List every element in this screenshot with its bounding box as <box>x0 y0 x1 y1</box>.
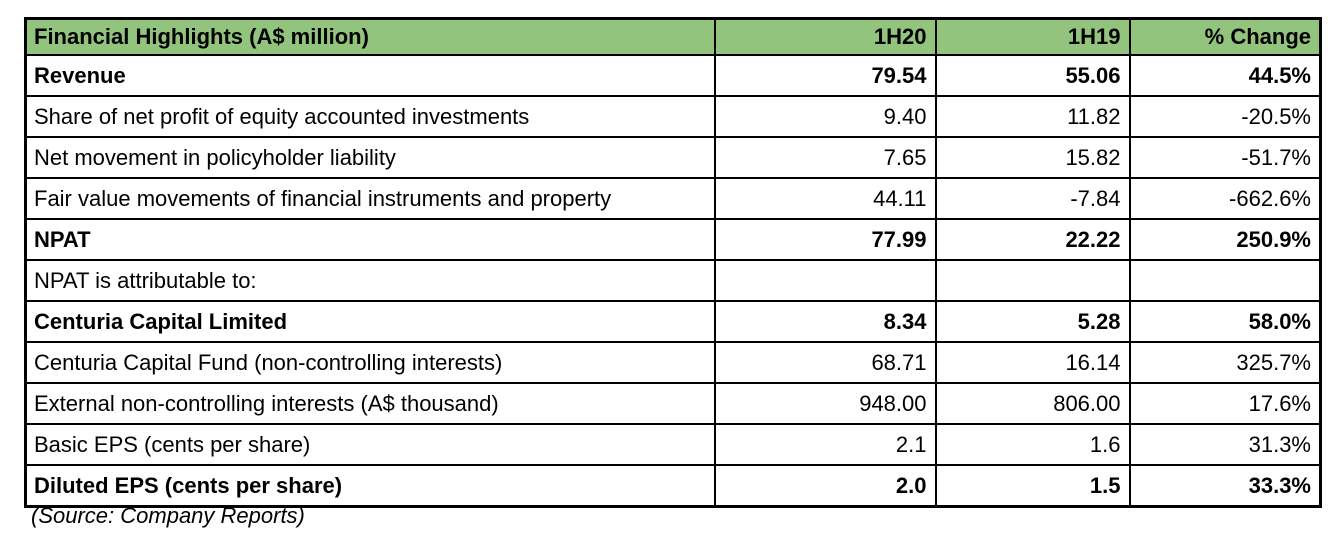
value-1h19: 11.82 <box>934 95 1131 138</box>
row-label: External non-controlling interests (A$ t… <box>24 382 716 425</box>
table-row-fair-value-movements: Fair value movements of financial instru… <box>24 177 1322 220</box>
data-table: Financial Highlights (A$ million) 1H20 1… <box>24 17 1322 508</box>
value-1h20: 44.11 <box>713 177 937 220</box>
value-1h19: 5.28 <box>934 300 1131 343</box>
value-1h20: 2.1 <box>713 423 937 466</box>
value-pct-change: 250.9% <box>1128 218 1322 261</box>
value-pct-change: 31.3% <box>1128 423 1322 466</box>
value-1h20: 948.00 <box>713 382 937 425</box>
row-label: Centuria Capital Limited <box>24 300 716 343</box>
table-row-net-movement-policyholder: Net movement in policyholder liability 7… <box>24 136 1322 179</box>
value-pct-change: 33.3% <box>1128 464 1322 508</box>
value-pct-change: -51.7% <box>1128 136 1322 179</box>
row-label: Centuria Capital Fund (non-controlling i… <box>24 341 716 384</box>
table-row-npat-attributable: NPAT is attributable to: <box>24 259 1322 302</box>
financial-highlights-table: Financial Highlights (A$ million) 1H20 1… <box>24 17 1322 508</box>
value-1h20: 68.71 <box>713 341 937 384</box>
value-1h19: 806.00 <box>934 382 1131 425</box>
row-label: Revenue <box>24 54 716 97</box>
header-cell-1h19: 1H19 <box>934 17 1131 56</box>
value-pct-change: -20.5% <box>1128 95 1322 138</box>
table-header-row: Financial Highlights (A$ million) 1H20 1… <box>24 17 1322 56</box>
value-1h20: 2.0 <box>713 464 937 508</box>
row-label: Share of net profit of equity accounted … <box>24 95 716 138</box>
table-row-diluted-eps: Diluted EPS (cents per share) 2.0 1.5 33… <box>24 464 1322 508</box>
table-row-basic-eps: Basic EPS (cents per share) 2.1 1.6 31.3… <box>24 423 1322 466</box>
table-row-external-nci: External non-controlling interests (A$ t… <box>24 382 1322 425</box>
value-1h19: 1.6 <box>934 423 1131 466</box>
value-1h19: 16.14 <box>934 341 1131 384</box>
value-1h19: 15.82 <box>934 136 1131 179</box>
table-row-npat: NPAT 77.99 22.22 250.9% <box>24 218 1322 261</box>
value-pct-change: 325.7% <box>1128 341 1322 384</box>
value-1h20: 77.99 <box>713 218 937 261</box>
value-1h19: 22.22 <box>934 218 1131 261</box>
value-1h19: 1.5 <box>934 464 1131 508</box>
row-label: Fair value movements of financial instru… <box>24 177 716 220</box>
table-row-revenue: Revenue 79.54 55.06 44.5% <box>24 54 1322 97</box>
value-1h20: 8.34 <box>713 300 937 343</box>
value-1h20: 7.65 <box>713 136 937 179</box>
table-row-centuria-capital-fund: Centuria Capital Fund (non-controlling i… <box>24 341 1322 384</box>
header-cell-title: Financial Highlights (A$ million) <box>24 17 716 56</box>
value-1h19 <box>934 259 1131 302</box>
row-label: Basic EPS (cents per share) <box>24 423 716 466</box>
header-cell-pct-change: % Change <box>1128 17 1322 56</box>
value-pct-change: 58.0% <box>1128 300 1322 343</box>
value-pct-change: 17.6% <box>1128 382 1322 425</box>
value-pct-change <box>1128 259 1322 302</box>
value-pct-change: 44.5% <box>1128 54 1322 97</box>
value-1h20: 79.54 <box>713 54 937 97</box>
value-pct-change: -662.6% <box>1128 177 1322 220</box>
value-1h20 <box>713 259 937 302</box>
source-note: (Source: Company Reports) <box>31 503 305 528</box>
header-cell-1h20: 1H20 <box>713 17 937 56</box>
value-1h19: 55.06 <box>934 54 1131 97</box>
table-row-share-of-net-profit: Share of net profit of equity accounted … <box>24 95 1322 138</box>
value-1h19: -7.84 <box>934 177 1131 220</box>
table-row-centuria-capital-limited: Centuria Capital Limited 8.34 5.28 58.0% <box>24 300 1322 343</box>
row-label: Net movement in policyholder liability <box>24 136 716 179</box>
row-label: NPAT is attributable to: <box>24 259 716 302</box>
row-label: Diluted EPS (cents per share) <box>24 464 716 508</box>
value-1h20: 9.40 <box>713 95 937 138</box>
row-label: NPAT <box>24 218 716 261</box>
